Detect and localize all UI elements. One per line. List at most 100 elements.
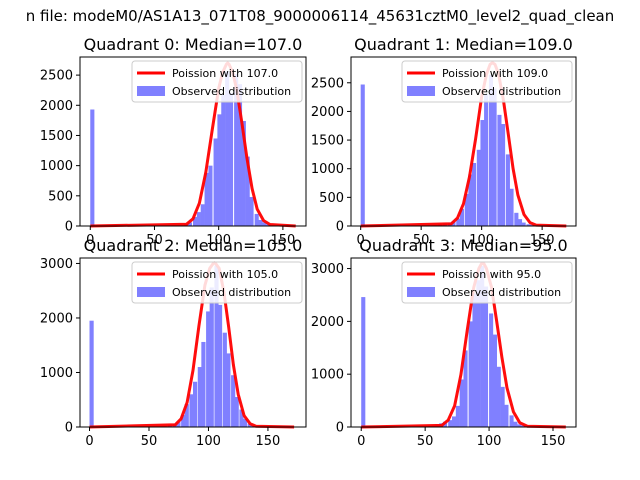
hist-bar — [226, 353, 231, 427]
hist-bar — [513, 421, 518, 427]
hist-bar — [242, 418, 248, 427]
hist-bar — [234, 397, 239, 427]
quadrant-2-axes-frame — [79, 257, 307, 428]
legend-hist-label: Observed distribution — [172, 286, 291, 299]
hist-bar — [472, 293, 477, 427]
hist-bar — [451, 416, 457, 427]
y-tick-label: 1500 — [311, 134, 344, 149]
hist-bar — [258, 219, 263, 226]
quadrant-3-legend: Poission with 95.0 Observed distribution — [401, 261, 573, 304]
hist-bar — [455, 405, 460, 427]
quadrant-1-axes-frame — [350, 56, 577, 227]
hist-bar — [492, 334, 497, 427]
hist-bar — [501, 124, 506, 226]
quadrant-0-panel: Quadrant 0: Median=107.00 50 100 1500500100… — [40, 35, 307, 248]
hist-bar — [488, 74, 494, 226]
hist-bar — [176, 422, 181, 427]
x-tick-label: 0 — [85, 434, 93, 449]
hist-bar — [249, 197, 254, 226]
quadrant-0-legend: Poission with 107.0 Observed distribution — [131, 60, 303, 103]
hist-bar — [193, 381, 198, 427]
hist-bar — [448, 420, 453, 427]
x-tick-label: 50 — [141, 434, 158, 449]
hist-bar — [496, 366, 501, 427]
quadrant-3-title: Quadrant 3: Median=95.0 — [359, 236, 567, 255]
hist-bar — [463, 350, 468, 427]
y-tick-label: 2000 — [311, 315, 344, 330]
hist-bar — [90, 109, 95, 226]
hist-bar — [266, 224, 271, 226]
hist-bar — [456, 218, 461, 226]
hist-bar — [471, 162, 477, 226]
legend-hist-label: Observed distribution — [442, 85, 561, 98]
hist-bar — [489, 313, 494, 427]
quadrant-1-panel: Quadrant 1: Median=109.00 50 100 1500500100… — [311, 35, 577, 248]
legend-hist-label: Observed distribution — [172, 85, 291, 98]
hist-bar — [201, 341, 206, 427]
hist-bar — [459, 379, 464, 427]
quadrant-2-panel: Quadrant 2: Median=105.00 50 100 1500100020… — [40, 236, 307, 449]
quadrant-2-title: Quadrant 2: Median=105.0 — [84, 236, 303, 255]
y-tick-label: 2000 — [40, 99, 73, 114]
y-tick-label: 2500 — [40, 69, 73, 84]
hist-bar — [459, 208, 464, 226]
hist-bar — [464, 193, 469, 226]
hist-bar — [239, 409, 244, 427]
hist-bar — [187, 222, 192, 226]
hist-bar — [208, 165, 213, 226]
quadrant-0-axes-frame — [79, 56, 307, 227]
hist-bar — [521, 425, 526, 427]
x-tick-label: 100 — [206, 233, 231, 248]
legend-box — [401, 60, 573, 103]
hist-bar — [509, 188, 514, 226]
x-tick-label: 50 — [146, 233, 163, 248]
y-tick-label: 1500 — [40, 129, 73, 144]
hist-bar — [89, 320, 94, 427]
panels-container: Quadrant 0: Median=107.00 50 100 1500500100… — [40, 35, 577, 449]
x-tick-label: 50 — [417, 434, 434, 449]
figure-suptitle: n file: modeM0/AS1A13_071T08_9000006114_… — [26, 7, 615, 26]
hist-bar — [234, 73, 239, 227]
quadrant-1-legend: Poission with 109.0 Observed distribution — [401, 60, 573, 103]
hist-bar — [204, 172, 209, 226]
hist-bar — [360, 84, 365, 226]
legend-box — [131, 60, 303, 103]
hist-bar — [197, 367, 202, 427]
hist-bar — [468, 321, 473, 427]
y-tick-label: 0 — [336, 421, 344, 436]
hist-bar — [500, 386, 505, 427]
hist-bar — [206, 311, 211, 427]
hist-bar — [213, 138, 218, 226]
hist-bar — [222, 332, 227, 427]
y-tick-label: 500 — [319, 191, 344, 206]
y-tick-label: 0 — [65, 421, 73, 436]
hist-bar — [517, 219, 523, 226]
y-tick-label: 500 — [48, 189, 73, 204]
hist-bar — [181, 415, 186, 427]
legend-fit-label: Poission with 95.0 — [442, 268, 541, 281]
hist-bar — [361, 297, 366, 427]
x-tick-label: 150 — [530, 233, 555, 248]
x-tick-label: 0 — [357, 233, 365, 248]
x-tick-label: 100 — [196, 434, 221, 449]
quadrant-3-axes-frame — [350, 257, 577, 428]
y-tick-label: 1000 — [40, 366, 73, 381]
y-tick-label: 0 — [65, 220, 73, 235]
quadrant-0-histogram — [90, 71, 280, 227]
legend-box — [131, 261, 303, 304]
hist-bar — [526, 224, 531, 226]
hist-bar — [247, 423, 252, 427]
quadrant-3-panel: Quadrant 3: Median=95.00 50 100 15001000200… — [311, 236, 577, 449]
hist-bar — [245, 156, 250, 226]
y-tick-label: 1000 — [311, 162, 344, 177]
x-tick-label: 0 — [86, 233, 94, 248]
hist-bar — [196, 212, 201, 226]
x-tick-label: 50 — [413, 233, 430, 248]
quadrant-2-histogram — [89, 265, 261, 427]
legend-fit-label: Poission with 107.0 — [172, 67, 278, 80]
legend-fit-label: Poission with 105.0 — [172, 268, 278, 281]
hist-bar — [221, 95, 226, 227]
hist-bar — [497, 114, 502, 226]
x-tick-label: 100 — [469, 233, 494, 248]
